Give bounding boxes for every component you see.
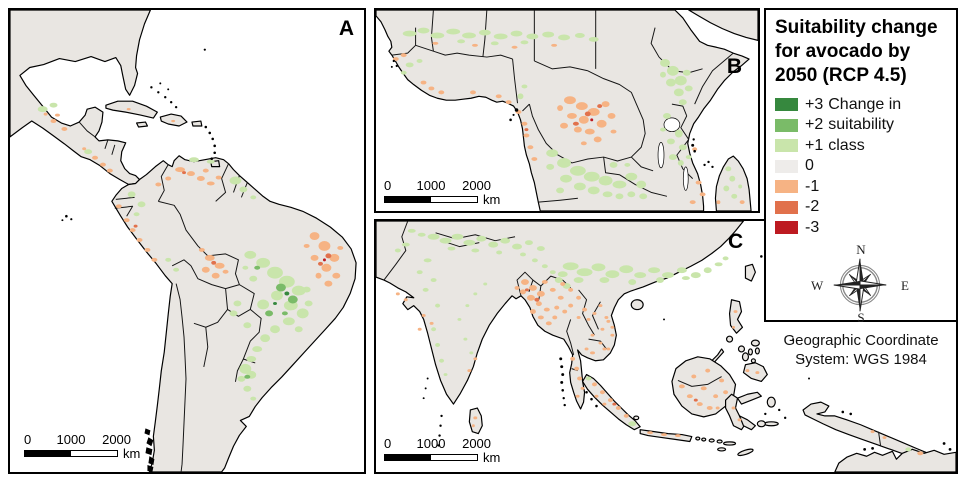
- scalebar-tick: 1000: [416, 178, 446, 193]
- small-islands-africa: [390, 59, 714, 169]
- legend-item-plus1: +1 class: [775, 135, 947, 156]
- map-panel-asia-pacific: C 0 1000 2000 km: [374, 219, 958, 474]
- suitability-minus2-areas-c: [524, 288, 698, 406]
- suitability-plus1-areas-a: [37, 102, 313, 401]
- suitability-plus2-areas-a: [244, 265, 298, 379]
- scalebar-tick: 0: [384, 178, 392, 193]
- legend-title: Suitability change for avocado by 2050 (…: [775, 17, 938, 86]
- legend-item-minus3: -3: [775, 217, 947, 238]
- scalebar-tick: 0: [24, 432, 32, 447]
- suitability-minus1-areas-a: [43, 107, 344, 287]
- legend-swatch: [775, 159, 798, 173]
- scalebar-c: 0 1000 2000 km: [384, 436, 500, 464]
- legend-swatch: [775, 221, 798, 234]
- scalebar-unit: km: [123, 446, 141, 461]
- suitability-minus2-areas-a: [133, 171, 332, 266]
- small-islands-asia: [422, 223, 952, 457]
- panel-label-c: C: [728, 230, 744, 253]
- legend-swatch: [775, 200, 798, 214]
- suitability-minus2-areas-b: [524, 104, 603, 132]
- compass-north-label: N: [856, 241, 866, 257]
- scalebar-bar: [24, 450, 118, 457]
- projection-note: Geographic Coordinate System: WGS 1984: [783, 331, 939, 369]
- suitability-plus1-areas-c: [394, 228, 912, 452]
- compass-rose: N S W E: [781, 242, 941, 326]
- scalebar-a: 0 1000 2000 km: [24, 432, 140, 460]
- map-americas: [10, 10, 357, 472]
- legend-swatch: [775, 98, 798, 111]
- scalebar-unit: km: [483, 450, 501, 465]
- map-africa: [376, 10, 758, 211]
- compass-west-label: W: [811, 277, 824, 293]
- map-panel-africa: B 0 1000 2000 km: [374, 8, 760, 213]
- scalebar-tick: 2000: [102, 432, 132, 447]
- compass-rose-icon: [833, 258, 887, 312]
- map-asia-pacific: [376, 221, 956, 472]
- compass-east-label: E: [901, 277, 909, 293]
- suitability-plus1-areas-b: [400, 27, 743, 200]
- legend-item-plus2: +2 suitability: [775, 115, 947, 136]
- legend-item-plus3: +3 Change in: [775, 94, 947, 115]
- compass-south-label: S: [857, 309, 865, 325]
- scalebar-unit: km: [483, 192, 501, 207]
- legend-rows: +3 Change in +2 suitability +1 class 0 -…: [775, 94, 947, 238]
- scalebar-tick: 0: [384, 436, 392, 451]
- land-americas: [10, 10, 357, 472]
- suitability-plus3-areas-a: [273, 291, 290, 305]
- scalebar-tick: 2000: [462, 436, 492, 451]
- small-islands-americas: [61, 48, 216, 472]
- panel-label-a: A: [338, 17, 354, 40]
- scalebar-tick: 2000: [462, 178, 492, 193]
- panel-label-b: B: [726, 55, 742, 78]
- scalebar-bar: [384, 454, 478, 461]
- scalebar-tick: 1000: [416, 436, 446, 451]
- scalebar-b: 0 1000 2000 km: [384, 178, 500, 206]
- suitability-minus3-areas-b: [590, 118, 594, 122]
- suitability-minus1-areas-c: [395, 279, 924, 456]
- legend-swatch: [775, 139, 798, 152]
- legend-item-zero: 0: [775, 156, 947, 177]
- scalebar-tick: 1000: [56, 432, 86, 447]
- legend-box: Suitability change for avocado by 2050 (…: [764, 8, 958, 368]
- legend-swatch: [775, 118, 798, 132]
- legend-item-minus2: -2: [775, 197, 947, 218]
- map-panel-americas: A 0 1000 2000 km: [8, 8, 366, 474]
- scalebar-bar: [384, 196, 478, 203]
- land-africa: [376, 10, 758, 211]
- lakes-africa: [657, 117, 689, 191]
- suitability-minus3-areas-a: [322, 258, 326, 262]
- suitability-minus1-areas-b: [392, 41, 745, 205]
- legend-item-minus1: -1: [775, 176, 947, 197]
- legend-swatch: [775, 180, 798, 193]
